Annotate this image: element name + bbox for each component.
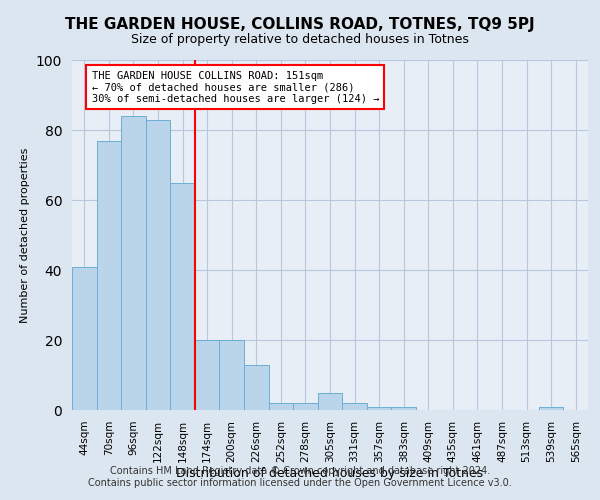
Y-axis label: Number of detached properties: Number of detached properties (20, 148, 31, 322)
Text: THE GARDEN HOUSE COLLINS ROAD: 151sqm
← 70% of detached houses are smaller (286): THE GARDEN HOUSE COLLINS ROAD: 151sqm ← … (92, 70, 379, 104)
Bar (244, 364, 269, 410)
Bar (121, 116, 146, 410)
Bar (318, 392, 342, 410)
Bar (391, 406, 416, 410)
Text: Size of property relative to detached houses in Totnes: Size of property relative to detached ho… (131, 32, 469, 46)
Bar (97, 140, 121, 410)
Bar (146, 120, 170, 410)
Bar (293, 403, 318, 410)
Text: THE GARDEN HOUSE, COLLINS ROAD, TOTNES, TQ9 5PJ: THE GARDEN HOUSE, COLLINS ROAD, TOTNES, … (65, 18, 535, 32)
Bar (72, 266, 97, 410)
Bar (367, 406, 391, 410)
Bar (269, 403, 293, 410)
Text: Contains HM Land Registry data © Crown copyright and database right 2024.
Contai: Contains HM Land Registry data © Crown c… (88, 466, 512, 487)
Bar (195, 340, 220, 410)
Bar (342, 403, 367, 410)
Bar (539, 406, 563, 410)
Bar (220, 340, 244, 410)
X-axis label: Distribution of detached houses by size in Totnes: Distribution of detached houses by size … (176, 468, 484, 480)
Bar (170, 182, 195, 410)
